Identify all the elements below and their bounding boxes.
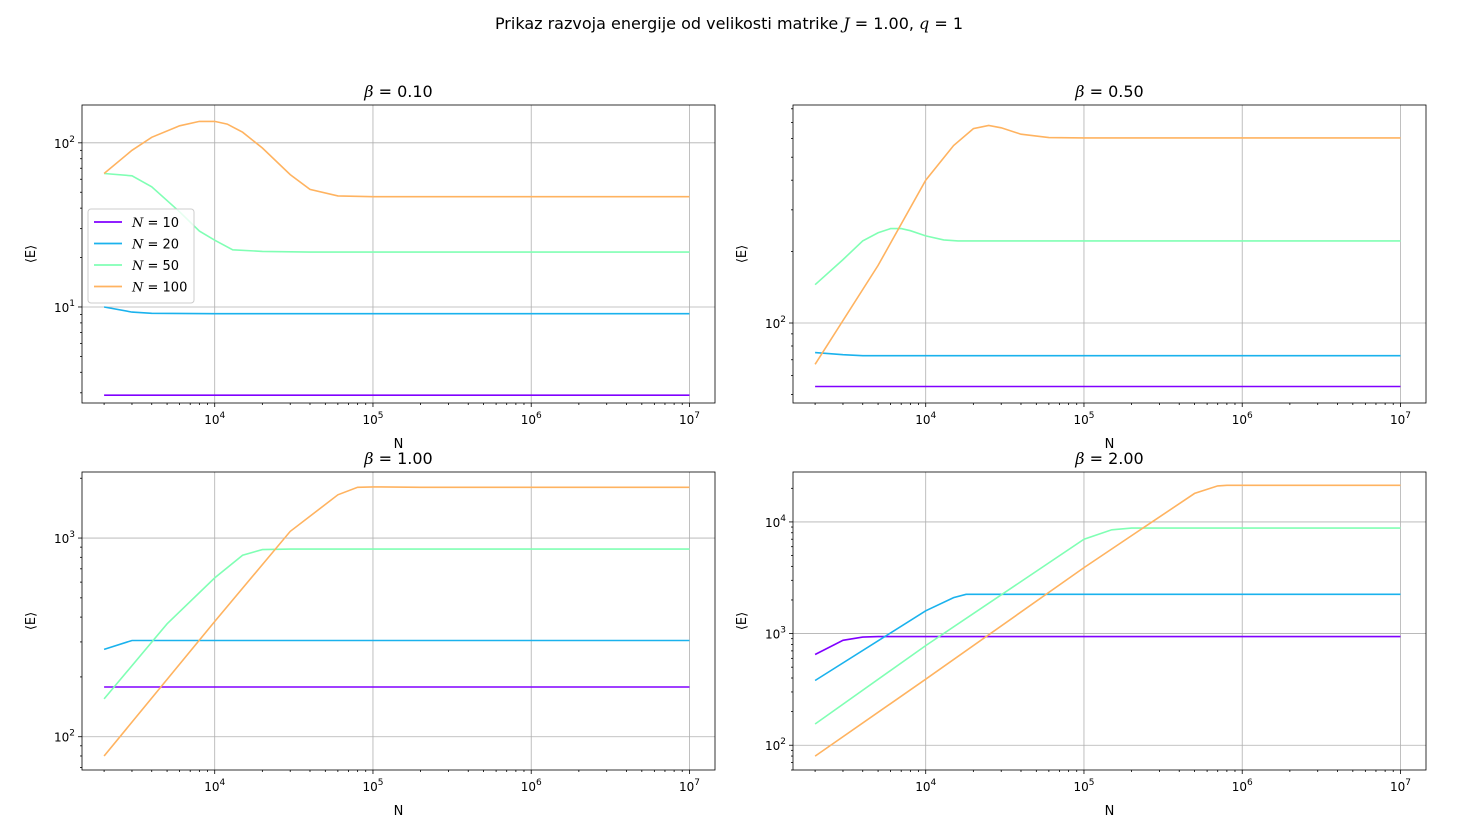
subplot-title: β = 0.50 <box>1074 82 1143 101</box>
series-line-n10 <box>814 635 1401 656</box>
series-line-n50 <box>814 527 1401 725</box>
series-line-n100 <box>814 124 1401 365</box>
y-tick-label: 101 <box>54 299 75 315</box>
y-axis-label: ⟨E⟩ <box>24 245 39 263</box>
x-tick-label: 107 <box>1390 778 1411 794</box>
x-tick-label: 106 <box>521 778 542 794</box>
x-tick-label: 105 <box>1073 411 1094 427</box>
legend: N = 10 N = 20 N = 50 N = 100 <box>87 208 195 304</box>
subplot-beta-0.50: 104 105 106 107 102 β = 0.50 N ⟨E⟩ <box>735 82 1427 452</box>
x-tick-label: 107 <box>679 778 700 794</box>
series-line-n100 <box>814 484 1401 757</box>
subplot-beta-2.00: 104 105 106 107 102 103 104 β = 2.00 N ⟨E⟩ <box>735 449 1427 819</box>
series-group <box>814 124 1401 388</box>
grid-lines <box>82 472 715 770</box>
subplot-title: β = 2.00 <box>1074 449 1143 468</box>
subplot-beta-1.00: 104 105 106 107 102 103 β = 1.00 N ⟨E⟩ <box>24 449 716 819</box>
series-group <box>814 484 1401 757</box>
axes-frame <box>81 471 716 771</box>
figure-suptitle: Prikaz razvoja energije od velikosti mat… <box>494 14 964 33</box>
series-line-n50 <box>103 548 690 700</box>
x-axis-label: N <box>1105 437 1115 452</box>
legend-entry: N = 20 <box>131 238 179 253</box>
minor-ticks <box>791 487 1394 772</box>
y-tick-label: 102 <box>765 315 786 331</box>
subplot-title: β = 0.10 <box>363 82 432 101</box>
x-tick-label: 104 <box>204 778 225 794</box>
grid-lines <box>793 472 1426 770</box>
legend-entry: N = 100 <box>131 281 187 296</box>
series-line-n20 <box>103 639 690 651</box>
y-tick-label: 102 <box>54 729 75 745</box>
y-tick-label: 103 <box>54 530 75 546</box>
minor-ticks <box>80 477 683 772</box>
x-tick-label: 105 <box>1073 778 1094 794</box>
legend-entry: N = 50 <box>131 259 179 274</box>
y-tick-label: 102 <box>54 135 75 151</box>
series-line-n100 <box>103 120 690 198</box>
y-tick-label: 102 <box>765 737 786 753</box>
x-tick-label: 106 <box>1232 411 1253 427</box>
x-axis-label: N <box>394 437 404 452</box>
x-tick-label: 107 <box>1390 411 1411 427</box>
series-line-n20 <box>814 593 1401 682</box>
axes-frame <box>792 471 1427 771</box>
x-axis-label: N <box>394 804 404 819</box>
y-tick-label: 104 <box>765 514 786 530</box>
y-axis-label: ⟨E⟩ <box>735 245 750 263</box>
y-axis-label: ⟨E⟩ <box>24 612 39 630</box>
grid-lines <box>793 105 1426 403</box>
axes-frame <box>81 104 716 404</box>
y-tick-label: 103 <box>765 626 786 642</box>
series-line-n20 <box>815 351 1401 357</box>
axes-frame <box>792 104 1427 404</box>
series-line-n50 <box>814 227 1401 286</box>
x-tick-label: 106 <box>521 411 542 427</box>
x-tick-label: 106 <box>1232 778 1253 794</box>
series-group <box>103 486 690 757</box>
minor-ticks <box>80 149 683 405</box>
series-line-n20 <box>103 306 690 315</box>
grid-lines <box>82 105 715 403</box>
minor-ticks <box>791 108 1394 405</box>
legend-entry: N = 10 <box>131 216 179 231</box>
legend-box <box>87 208 195 304</box>
x-tick-label: 107 <box>679 411 700 427</box>
series-line-n50 <box>104 172 690 253</box>
y-axis-label: ⟨E⟩ <box>735 612 750 630</box>
x-tick-label: 104 <box>204 411 225 427</box>
x-tick-label: 104 <box>915 778 936 794</box>
subplot-title: β = 1.00 <box>363 449 432 468</box>
x-tick-label: 105 <box>362 411 383 427</box>
series-line-n100 <box>103 486 690 757</box>
series-group <box>103 120 690 397</box>
x-tick-label: 105 <box>362 778 383 794</box>
x-axis-label: N <box>1105 804 1115 819</box>
x-tick-label: 104 <box>915 411 936 427</box>
